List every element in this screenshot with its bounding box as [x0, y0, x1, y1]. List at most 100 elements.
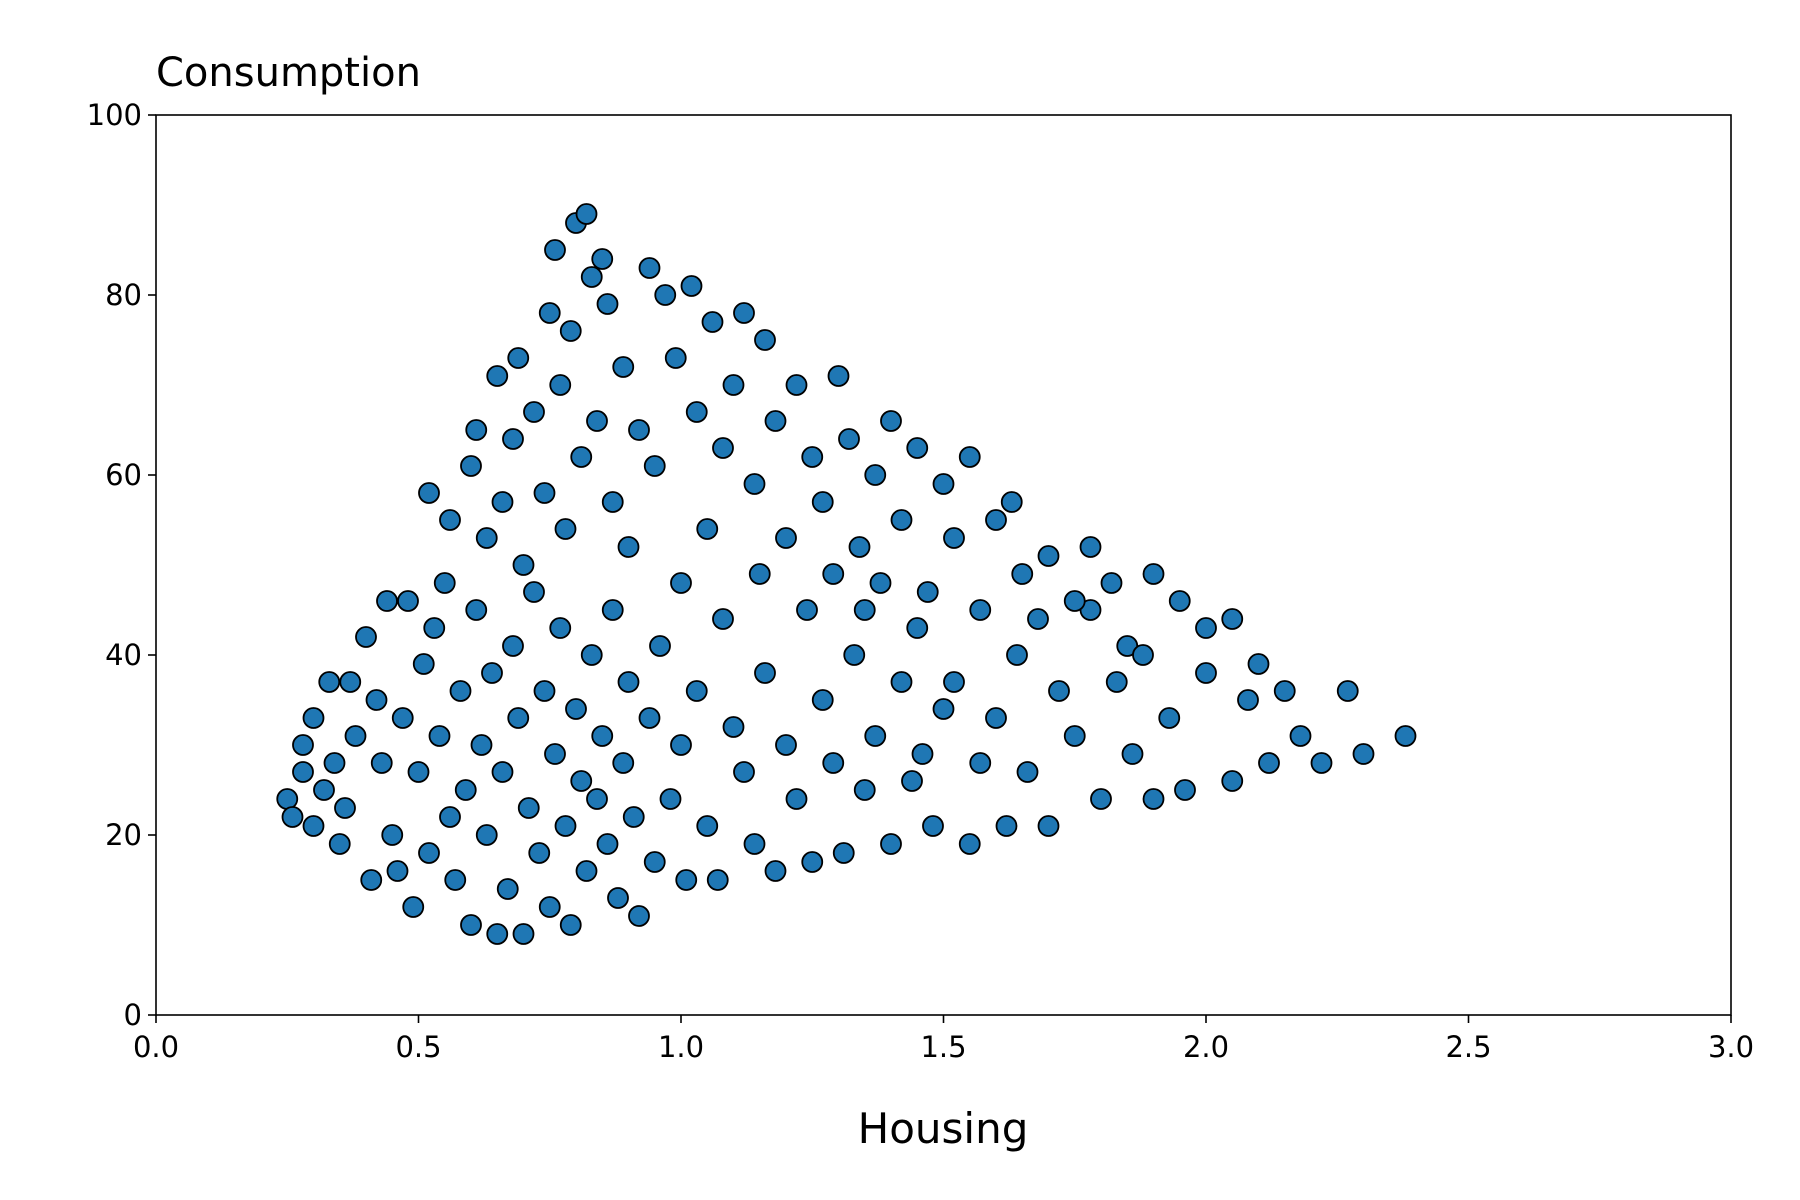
- point: [864, 725, 887, 747]
- point: [502, 428, 524, 450]
- point: [376, 590, 398, 612]
- point: [512, 554, 535, 576]
- point: [339, 671, 362, 693]
- point: [838, 428, 860, 450]
- point: [391, 707, 414, 729]
- point: [580, 266, 603, 288]
- point: [843, 644, 866, 666]
- point: [491, 491, 514, 513]
- point: [1105, 671, 1128, 693]
- point: [465, 419, 488, 441]
- point: [1142, 563, 1165, 585]
- point: [596, 833, 619, 855]
- point: [612, 752, 635, 774]
- point: [680, 275, 703, 297]
- point: [601, 599, 624, 621]
- point: [1174, 779, 1196, 801]
- point: [922, 815, 944, 837]
- point: [617, 671, 640, 693]
- point: [743, 833, 766, 855]
- point: [444, 869, 467, 891]
- point: [701, 311, 724, 333]
- point: [575, 203, 598, 225]
- point: [832, 842, 855, 864]
- point: [932, 473, 955, 495]
- point: [901, 770, 923, 792]
- point: [601, 491, 624, 513]
- point: [412, 653, 435, 675]
- point: [748, 563, 771, 585]
- point: [733, 761, 755, 783]
- point: [775, 527, 797, 549]
- point: [712, 608, 734, 630]
- point: [712, 437, 734, 459]
- point: [481, 662, 503, 684]
- point: [386, 860, 409, 882]
- point: [801, 446, 824, 468]
- x-tick-label: 2.5: [1445, 1030, 1491, 1064]
- point: [638, 707, 661, 729]
- point: [302, 815, 325, 837]
- point: [754, 662, 776, 684]
- point: [538, 302, 561, 324]
- point: [853, 779, 876, 801]
- point: [454, 779, 477, 801]
- point: [811, 689, 834, 711]
- point: [428, 725, 451, 747]
- point: [538, 896, 561, 918]
- point: [664, 347, 687, 369]
- point: [801, 851, 824, 873]
- point: [586, 410, 608, 432]
- point: [507, 347, 530, 369]
- y-tick-label: 0: [124, 998, 142, 1032]
- point: [822, 752, 845, 774]
- point: [439, 806, 461, 828]
- point: [1289, 725, 1312, 747]
- point: [643, 455, 666, 477]
- point: [465, 599, 488, 621]
- point: [685, 680, 708, 702]
- point: [985, 707, 1007, 729]
- point: [617, 536, 640, 558]
- point: [370, 752, 393, 774]
- x-tick-label: 3.0: [1708, 1030, 1754, 1064]
- point: [796, 599, 818, 621]
- point: [523, 401, 545, 423]
- point: [848, 536, 871, 558]
- point: [580, 644, 603, 666]
- point: [1063, 590, 1086, 612]
- point: [995, 815, 1018, 837]
- point: [775, 734, 797, 756]
- point: [491, 761, 514, 783]
- x-tick-label: 0.5: [395, 1030, 441, 1064]
- point: [1090, 788, 1112, 810]
- x-tick-label: 0.0: [133, 1030, 179, 1064]
- point: [559, 320, 582, 342]
- point: [554, 518, 577, 540]
- point: [675, 869, 698, 891]
- point: [570, 770, 593, 792]
- point: [943, 671, 965, 693]
- point: [958, 446, 981, 468]
- point: [911, 743, 934, 765]
- point: [365, 689, 388, 711]
- point: [754, 329, 776, 351]
- point: [418, 842, 440, 864]
- point: [1258, 752, 1280, 774]
- point: [906, 437, 929, 459]
- point: [869, 572, 892, 594]
- point: [1336, 680, 1359, 702]
- point: [969, 752, 992, 774]
- point: [318, 671, 341, 693]
- x-tick-label: 1.5: [920, 1030, 966, 1064]
- point: [523, 581, 545, 603]
- point: [397, 590, 419, 612]
- point: [906, 617, 929, 639]
- point: [502, 635, 524, 657]
- point: [822, 563, 845, 585]
- point: [811, 491, 834, 513]
- point: [486, 365, 509, 387]
- point: [334, 797, 356, 819]
- point: [344, 725, 367, 747]
